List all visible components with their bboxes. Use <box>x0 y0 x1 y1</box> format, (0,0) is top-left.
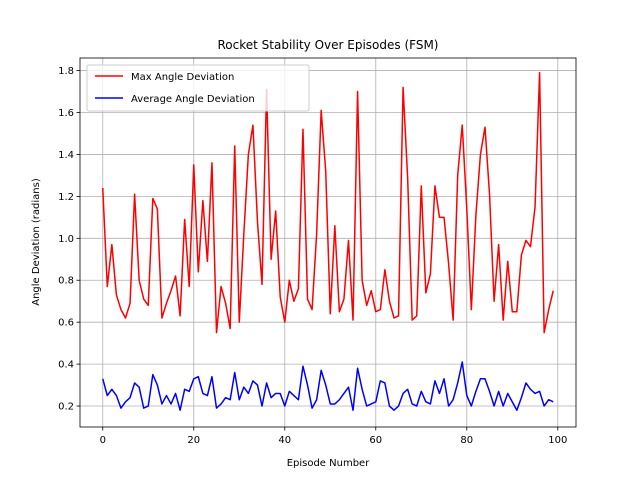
y-axis-label: Angle Deviation (radians) <box>31 178 42 306</box>
y-tick-label: 1.6 <box>58 108 74 119</box>
series-layer <box>102 71 554 411</box>
y-tick-label: 0.2 <box>58 402 74 413</box>
y-tick-label: 1.8 <box>58 66 74 77</box>
x-tick-label: 100 <box>548 435 567 446</box>
legend-box <box>86 64 310 112</box>
max-angle-deviation-line <box>102 71 554 334</box>
x-tick-label: 0 <box>100 435 106 446</box>
y-tick-label: 0.6 <box>58 318 74 329</box>
x-tick-label: 40 <box>278 435 291 446</box>
axis-ticks: 0 20 40 60 80 100 0.2 0.4 0.6 0.8 1.0 1.2 1.4 1.6 1.8 <box>58 66 567 446</box>
plot-frame <box>79 57 577 428</box>
legend-label-average: Average Angle Deviation <box>131 94 255 105</box>
chart-title: Rocket Stability Over Episodes (FSM) <box>218 38 439 52</box>
y-tick-label: 1.4 <box>58 150 74 161</box>
y-tick-label: 0.8 <box>58 276 74 287</box>
legend: Max Angle Deviation Average Angle Deviat… <box>86 64 310 112</box>
y-tick-label: 0.4 <box>58 360 74 371</box>
x-tick-label: 80 <box>460 435 473 446</box>
y-tick-label: 1.0 <box>58 234 74 245</box>
y-tick-label: 1.2 <box>58 192 74 203</box>
x-tick-label: 20 <box>187 435 200 446</box>
average-angle-deviation-line <box>102 361 554 411</box>
legend-label-max: Max Angle Deviation <box>131 72 234 83</box>
x-tick-label: 60 <box>369 435 382 446</box>
x-axis-label: Episode Number <box>287 458 371 469</box>
